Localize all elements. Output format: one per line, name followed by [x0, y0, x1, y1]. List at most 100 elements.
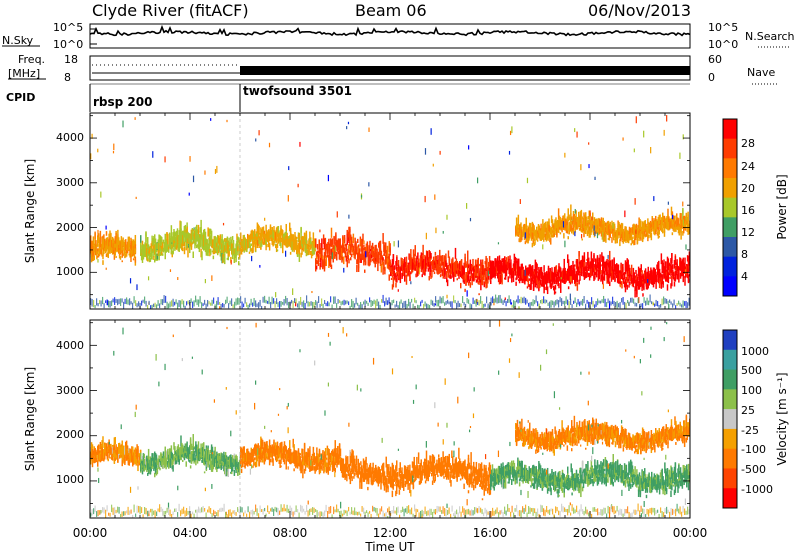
power-cell: [521, 263, 523, 270]
power-cell: [332, 248, 334, 260]
power-cell: [321, 251, 323, 260]
power-ground-scatter: [507, 298, 509, 304]
power-cell: [397, 263, 399, 266]
power-cell: [560, 267, 562, 276]
power-cell: [515, 227, 518, 234]
power-cell: [439, 255, 442, 262]
power-scatter: [682, 134, 684, 140]
power-cell: [463, 274, 465, 280]
power-ground-scatter: [405, 300, 407, 309]
power-ground-scatter: [376, 298, 378, 307]
velocity-cell: [156, 467, 159, 473]
power-ground-scatter: [349, 305, 351, 309]
power-cell: [284, 236, 287, 242]
power-cell: [280, 228, 282, 235]
power-ground-scatter: [573, 300, 575, 304]
power-cell: [675, 271, 677, 276]
power-cell: [428, 259, 430, 263]
power-cell: [249, 233, 252, 243]
power-cell: [428, 276, 430, 281]
velocity-cell: [112, 444, 115, 451]
power-cell: [518, 224, 520, 235]
power-cell: [543, 265, 545, 272]
power-cell: [157, 243, 159, 249]
power-cell: [488, 269, 491, 274]
power-cell: [183, 226, 186, 238]
power-cell: [543, 272, 545, 280]
power-cell: [336, 240, 339, 252]
power-cell: [576, 272, 579, 276]
power-ground-scatter: [168, 303, 170, 309]
power-cell: [470, 264, 472, 276]
power-ground-scatter: [130, 301, 132, 305]
power-cell: [551, 273, 553, 282]
power-cell: [630, 233, 632, 241]
velocity-cell: [131, 446, 133, 455]
power-ground-scatter: [340, 301, 342, 306]
power-cell: [469, 263, 472, 271]
power-ground-scatter: [178, 300, 180, 307]
power-ground-scatter: [339, 300, 341, 303]
power-cell: [377, 254, 379, 258]
power-cell: [559, 232, 562, 235]
power-ground-scatter: [112, 298, 114, 303]
power-cell: [517, 258, 519, 269]
power-cell: [523, 278, 525, 284]
power-cell: [584, 273, 586, 279]
power-cell: [104, 245, 107, 250]
power-cell: [447, 250, 450, 258]
power-ground-scatter: [102, 296, 104, 305]
power-ground-scatter: [523, 296, 525, 304]
power-cell: [519, 224, 521, 234]
power-cell: [130, 251, 132, 262]
velocity-cell: [134, 455, 137, 462]
power-cell: [574, 275, 576, 284]
power-ground-scatter: [123, 301, 125, 309]
power-cell: [304, 248, 307, 253]
velocity-cell: [147, 448, 150, 459]
power-cell: [363, 254, 365, 266]
power-cell: [572, 274, 574, 280]
power-scatter: [685, 244, 687, 250]
power-cell: [567, 272, 569, 280]
power-cell: [633, 273, 635, 279]
power-cell: [165, 248, 167, 253]
power-ground-scatter: [220, 303, 222, 309]
power-scatter: [264, 217, 266, 221]
power-cell: [175, 238, 178, 246]
power-cell: [382, 233, 384, 244]
power-cell: [419, 255, 422, 266]
power-cell: [595, 218, 597, 227]
velocity-cell: [100, 445, 102, 455]
power-cell: [130, 248, 132, 254]
power-cell: [656, 264, 658, 270]
power-cell: [619, 273, 621, 282]
power-cell: [93, 248, 95, 253]
power-cell: [413, 261, 416, 270]
power-cell: [573, 266, 575, 275]
power-cell: [352, 233, 355, 244]
power-ground-scatter: [118, 298, 120, 305]
power-cell: [263, 233, 266, 239]
power-cell: [134, 256, 137, 263]
power-cell: [389, 243, 391, 253]
power-cell: [410, 271, 412, 275]
power-ground-scatter: [382, 294, 384, 303]
power-cell: [218, 245, 221, 250]
power-cell: [683, 219, 685, 227]
power-scatter: [593, 225, 595, 231]
power-scatter: [679, 152, 681, 159]
power-cell: [99, 250, 102, 254]
power-cell: [684, 275, 686, 286]
power-ground-scatter: [568, 301, 570, 309]
power-cell: [512, 271, 515, 283]
power-cell: [678, 227, 681, 233]
velocity-cell: [90, 454, 92, 465]
power-cell: [467, 281, 470, 286]
power-cell: [579, 224, 582, 231]
power-cell: [313, 245, 315, 249]
power-cell: [658, 260, 660, 273]
power-cell: [252, 230, 254, 242]
power-cell: [626, 230, 628, 240]
power-cell: [479, 275, 481, 283]
